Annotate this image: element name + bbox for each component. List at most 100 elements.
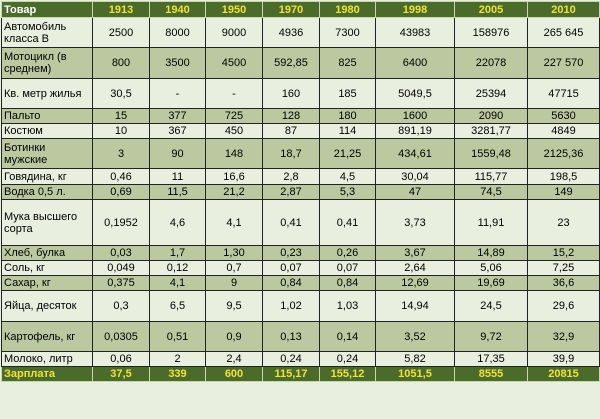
row-name-cell: Картофель, кг — [1, 321, 93, 352]
table-row: Картофель, кг 0,0305 0,51 0,9 0,13 0,14 … — [1, 321, 600, 352]
row-name-cell: Мотоцикл (в среднем) — [1, 47, 93, 79]
value-cell: 4,1 — [149, 275, 206, 291]
salary-value-cell: 115,17 — [262, 366, 320, 382]
value-cell: 8000 — [149, 17, 206, 48]
salary-label-cell: Зарплата — [1, 366, 93, 382]
value-cell: 114 — [319, 123, 376, 139]
row-name-cell: Автомобиль класса В — [1, 17, 93, 48]
value-cell: 0,46 — [92, 168, 150, 185]
row-name-cell: Костюм — [1, 123, 93, 139]
table-row: Сахар, кг 0,375 4,1 9 0,84 0,84 12,69 19… — [1, 275, 600, 291]
row-name-cell: Говядина, кг — [1, 168, 93, 185]
value-cell: 14,94 — [375, 290, 455, 322]
value-cell: 3500 — [149, 47, 206, 79]
header-cell-year: 1998 — [375, 1, 455, 18]
value-cell: 36,6 — [527, 275, 600, 291]
value-cell: 4500 — [205, 47, 263, 79]
value-cell: 9,72 — [454, 321, 528, 352]
value-cell: 0,12 — [149, 260, 206, 276]
value-cell: 0,049 — [92, 260, 150, 276]
value-cell: 128 — [262, 108, 320, 124]
row-name-cell: Пальто — [1, 108, 93, 124]
value-cell: 5630 — [527, 108, 600, 124]
header-cell-year: 2005 — [454, 1, 528, 18]
header-cell-product: Товар — [1, 1, 93, 18]
table-row: Водка 0,5 л. 0,69 11,5 21,2 2,87 5,3 47 … — [1, 184, 600, 200]
value-cell: 74,5 — [454, 184, 528, 200]
value-cell: 24,5 — [454, 290, 528, 322]
value-cell: 2500 — [92, 17, 150, 48]
value-cell: 39,9 — [527, 351, 600, 367]
value-cell: 0,41 — [262, 199, 320, 246]
value-cell: 3281,77 — [454, 123, 528, 139]
salary-row: Зарплата 37,5 339 600 115,17 155,12 1051… — [1, 366, 600, 382]
value-cell: 21,25 — [319, 138, 376, 169]
value-cell: 22078 — [454, 47, 528, 79]
salary-value-cell: 1051,5 — [375, 366, 455, 382]
header-cell-year: 1950 — [205, 1, 263, 18]
value-cell: 227 570 — [527, 47, 600, 79]
value-cell: 198,5 — [527, 168, 600, 185]
value-cell: 87 — [262, 123, 320, 139]
value-cell: 3,52 — [375, 321, 455, 352]
value-cell: 592,85 — [262, 47, 320, 79]
value-cell: 4,5 — [319, 168, 376, 185]
value-cell: 19,69 — [454, 275, 528, 291]
value-cell: 0,3 — [92, 290, 150, 322]
value-cell: 0,84 — [262, 275, 320, 291]
header-cell-year: 1940 — [149, 1, 206, 18]
value-cell: 891,19 — [375, 123, 455, 139]
value-cell: 9 — [205, 275, 263, 291]
value-cell: 367 — [149, 123, 206, 139]
value-cell: 1,7 — [149, 245, 206, 261]
value-cell: 450 — [205, 123, 263, 139]
value-cell: 90 — [149, 138, 206, 169]
value-cell: 2,87 — [262, 184, 320, 200]
value-cell: 0,24 — [319, 351, 376, 367]
value-cell: 0,84 — [319, 275, 376, 291]
value-cell: 1,02 — [262, 290, 320, 322]
value-cell: 47715 — [527, 78, 600, 109]
value-cell: 115,77 — [454, 168, 528, 185]
row-name-cell: Ботинки мужские — [1, 138, 93, 169]
value-cell: 5,06 — [454, 260, 528, 276]
value-cell: 0,24 — [262, 351, 320, 367]
row-name-cell: Соль, кг — [1, 260, 93, 276]
table-row: Соль, кг 0,049 0,12 0,7 0,07 0,07 2,64 5… — [1, 260, 600, 276]
value-cell: 4849 — [527, 123, 600, 139]
row-name-cell: Хлеб, булка — [1, 245, 93, 261]
salary-value-cell: 339 — [149, 366, 206, 382]
value-cell: 825 — [319, 47, 376, 79]
value-cell: 15 — [92, 108, 150, 124]
value-cell: 3,73 — [375, 199, 455, 246]
value-cell: 0,14 — [319, 321, 376, 352]
value-cell: 0,26 — [319, 245, 376, 261]
value-cell: 11 — [149, 168, 206, 185]
value-cell: 2090 — [454, 108, 528, 124]
value-cell: 0,9 — [205, 321, 263, 352]
value-cell: 434,61 — [375, 138, 455, 169]
value-cell: 5,3 — [319, 184, 376, 200]
value-cell: 21,2 — [205, 184, 263, 200]
value-cell: 0,13 — [262, 321, 320, 352]
value-cell: 0,69 — [92, 184, 150, 200]
value-cell: 1,03 — [319, 290, 376, 322]
value-cell: 0,07 — [262, 260, 320, 276]
salary-value-cell: 8555 — [454, 366, 528, 382]
value-cell: 9000 — [205, 17, 263, 48]
row-name-cell: Мука высшего сорта — [1, 199, 93, 246]
value-cell: - — [149, 78, 206, 109]
salary-value-cell: 155,12 — [319, 366, 376, 382]
table-row: Кв. метр жилья 30,5 - - 160 185 5049,5 2… — [1, 78, 600, 109]
value-cell: 0,07 — [319, 260, 376, 276]
header-cell-year: 1913 — [92, 1, 150, 18]
value-cell: 29,6 — [527, 290, 600, 322]
value-cell: 4,1 — [205, 199, 263, 246]
table-row: Ботинки мужские 3 90 148 18,7 21,25 434,… — [1, 138, 600, 169]
value-cell: 2,64 — [375, 260, 455, 276]
value-cell: 2125,36 — [527, 138, 600, 169]
value-cell: 149 — [527, 184, 600, 200]
value-cell: 3 — [92, 138, 150, 169]
value-cell: 18,7 — [262, 138, 320, 169]
